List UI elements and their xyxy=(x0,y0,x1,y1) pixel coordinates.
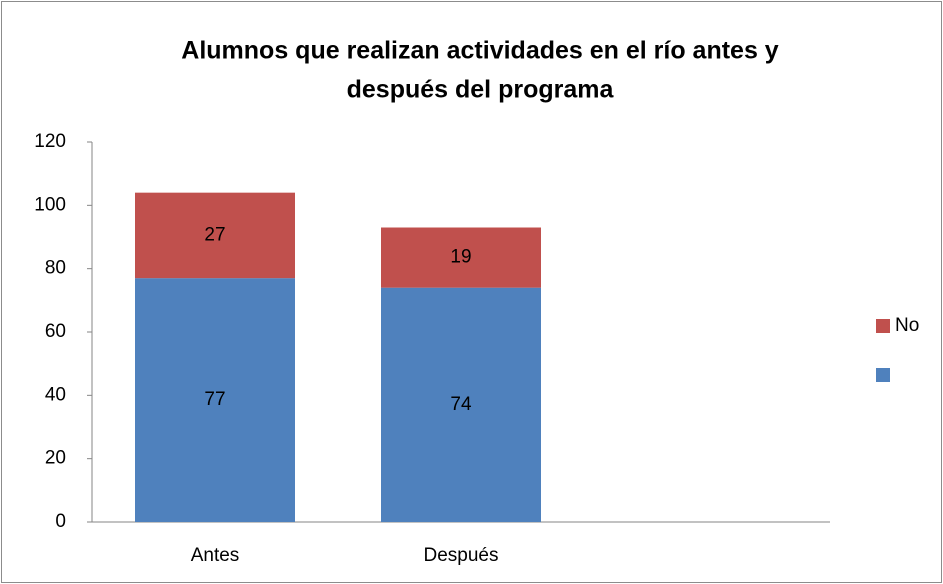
bar-segment xyxy=(135,278,295,522)
bar-segment xyxy=(135,192,295,279)
data-label: 19 xyxy=(450,247,471,268)
x-tick-label: Antes xyxy=(191,545,240,566)
y-tick-label: 80 xyxy=(45,258,66,279)
data-label: 74 xyxy=(450,394,472,415)
chart-title: después del programa xyxy=(347,76,615,104)
y-tick-label: 40 xyxy=(45,384,66,405)
y-tick-label: 100 xyxy=(34,194,66,215)
bar-segment xyxy=(381,287,541,522)
legend-swatch xyxy=(876,368,890,382)
y-tick-label: 120 xyxy=(34,131,66,152)
data-label: 77 xyxy=(204,389,225,410)
bar-segment xyxy=(381,227,541,288)
x-tick-label: Después xyxy=(424,545,499,566)
y-tick-label: 60 xyxy=(45,321,66,342)
legend-label: No xyxy=(895,315,919,336)
chart-title: Alumnos que realizan actividades en el r… xyxy=(181,37,779,65)
data-label: 27 xyxy=(204,224,225,245)
legend-swatch xyxy=(876,319,890,333)
y-tick-label: 0 xyxy=(55,511,66,532)
y-tick-label: 20 xyxy=(45,448,66,469)
